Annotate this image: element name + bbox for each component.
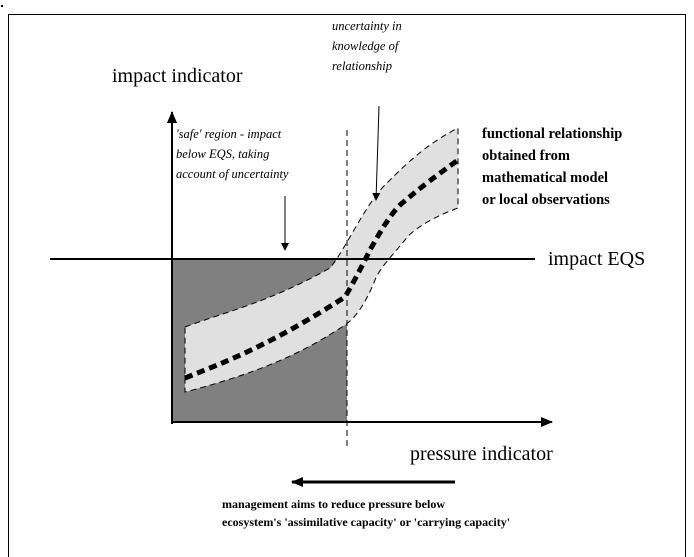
- annotation: ecosystem's 'assimilative capacity' or '…: [222, 515, 510, 529]
- annotation: uncertainty in: [332, 19, 402, 33]
- annotation: 'safe' region - impact: [176, 127, 282, 141]
- frame: [8, 14, 686, 557]
- annotation: management aims to reduce pressure below: [222, 497, 445, 511]
- annotation: functional relationship: [482, 126, 622, 142]
- annotation: knowledge of: [332, 39, 400, 53]
- annotation: below EQS, taking: [176, 147, 269, 161]
- annotation: obtained from: [482, 148, 570, 164]
- x-label: pressure indicator: [410, 443, 553, 465]
- uncertainty-band: [184, 127, 459, 393]
- uncertainty-pointer: [372, 105, 381, 201]
- annotation: or local observations: [482, 192, 610, 208]
- eqs-label: impact EQS: [548, 248, 645, 270]
- annotation: account of uncertainty: [176, 167, 289, 181]
- dot: [1, 5, 3, 7]
- y-label: impact indicator: [112, 65, 243, 87]
- relationship-curve: [184, 157, 460, 381]
- annotation: relationship: [332, 59, 392, 73]
- annotation: mathematical model: [482, 170, 608, 186]
